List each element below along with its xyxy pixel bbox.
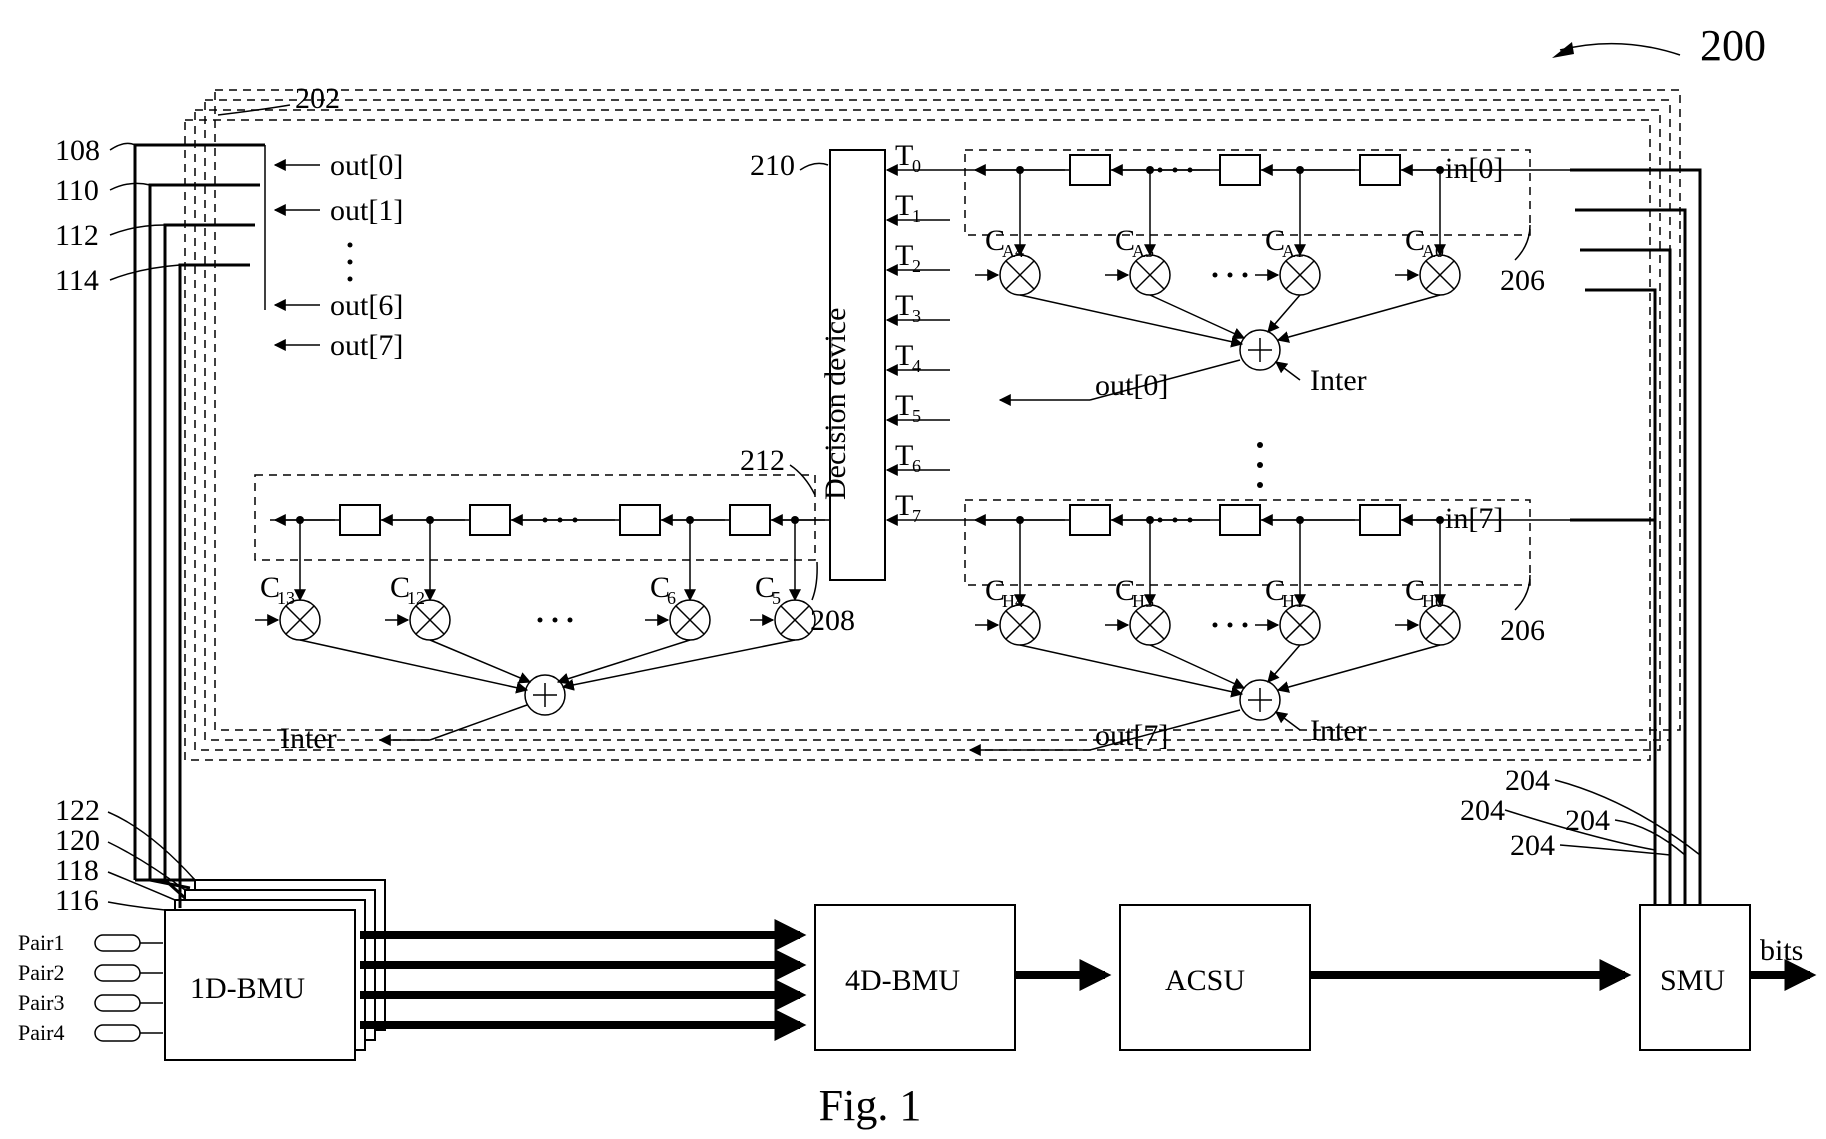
- pair1: Pair1: [18, 930, 64, 955]
- ref-206a: 206: [1500, 264, 1545, 297]
- ref-204-2: 204: [1510, 829, 1555, 862]
- t1: T: [895, 189, 913, 222]
- ref-110: 110: [55, 174, 99, 207]
- t7: T: [895, 489, 913, 522]
- pair3: Pair3: [18, 990, 64, 1015]
- ch0s: H0: [1422, 591, 1444, 611]
- ref-208: 208: [810, 604, 855, 637]
- inter-left: Inter: [280, 722, 337, 755]
- in7-label: in[7]: [1445, 502, 1503, 535]
- pair-inputs: Pair1 Pair2 Pair3 Pair4: [18, 930, 163, 1045]
- ref-204-4: 204: [1505, 764, 1550, 797]
- pair2: Pair2: [18, 960, 64, 985]
- t3: T: [895, 289, 913, 322]
- ref-108: 108: [55, 134, 100, 167]
- ref-204-3: 204: [1565, 804, 1610, 837]
- bmu4d-label: 4D-BMU: [845, 964, 960, 997]
- ca4s: A4: [1002, 241, 1024, 261]
- bb-block: C5 C6 C12 C13 Inter: [255, 475, 830, 755]
- c6s: 6: [667, 588, 676, 608]
- out7-label: out[7]: [330, 329, 403, 362]
- out7-inner: out[7]: [1095, 719, 1168, 752]
- t-arrows: T0 T1 T2 T3 T4 T5 T6 T7: [887, 139, 950, 526]
- refs-204: 204 204 204 204: [1460, 764, 1700, 862]
- out6-label: out[6]: [330, 289, 403, 322]
- pair4: Pair4: [18, 1020, 64, 1045]
- decision-label: Decision device: [819, 308, 852, 500]
- smu-label: SMU: [1660, 964, 1725, 997]
- t5s: 5: [912, 406, 921, 426]
- ref-206b: 206: [1500, 614, 1545, 647]
- diagram-canvas: 200 202 out[0] out[1] out[6] out[7] 108 …: [0, 0, 1826, 1139]
- ref-116: 116: [55, 884, 99, 917]
- t5: T: [895, 389, 913, 422]
- in0-label: in[0]: [1445, 152, 1503, 185]
- t2s: 2: [912, 256, 921, 276]
- ref-200-text: 200: [1700, 21, 1766, 70]
- bmu1d-label: 1D-BMU: [190, 972, 305, 1005]
- out1-label: out[1]: [330, 194, 403, 227]
- t0s: 0: [912, 156, 921, 176]
- ref-212: 212: [740, 444, 785, 477]
- bmu-to-4d: [360, 935, 800, 1025]
- feb-top: in[0] CA0 CA1 CA3 CA4: [950, 150, 1570, 402]
- t0: T: [895, 139, 913, 172]
- t1s: 1: [912, 206, 921, 226]
- decision-device: Decision device: [819, 150, 885, 580]
- t4s: 4: [912, 356, 921, 376]
- t7s: 7: [912, 506, 921, 526]
- inter-botR: Inter: [1310, 714, 1367, 747]
- bmu1d: 1D-BMU: [165, 880, 385, 1060]
- t6: T: [895, 439, 913, 472]
- ch4s: H4: [1002, 591, 1024, 611]
- ca0s: A0: [1422, 241, 1444, 261]
- c5s: 5: [772, 588, 781, 608]
- ca1s: A1: [1282, 241, 1304, 261]
- t6s: 6: [912, 456, 921, 476]
- out0-inner: out[0]: [1095, 369, 1168, 402]
- t2: T: [895, 239, 913, 272]
- ref-204-1: 204: [1460, 794, 1505, 827]
- bmu-refs: 122 120 118 116: [55, 794, 195, 917]
- ref-120: 120: [55, 824, 100, 857]
- in-bus: [1570, 170, 1700, 880]
- acsu-label: ACSU: [1165, 964, 1245, 997]
- t3s: 3: [912, 306, 921, 326]
- outbus-refs: 108 110 112 114: [55, 134, 180, 297]
- ref-114: 114: [55, 264, 99, 297]
- inter-top: Inter: [1310, 364, 1367, 397]
- out0-label: out[0]: [330, 149, 403, 182]
- ca3s: A3: [1132, 241, 1154, 261]
- feb-bot: in[7] CH0 CH1 CH3 CH4 Inter out[7]: [950, 500, 1570, 752]
- ref-202: 202: [295, 82, 340, 115]
- bits-label: bits: [1760, 934, 1803, 967]
- c13s: 13: [277, 588, 295, 608]
- ch1s: H1: [1282, 591, 1304, 611]
- ref-112: 112: [55, 219, 99, 252]
- c12s: 12: [407, 588, 425, 608]
- ref-122: 122: [55, 794, 100, 827]
- ch3s: H3: [1132, 591, 1154, 611]
- ref-210: 210: [750, 149, 795, 182]
- figure-label: Fig. 1: [819, 1081, 922, 1130]
- ref-118: 118: [55, 854, 99, 887]
- t4: T: [895, 339, 913, 372]
- ref-200: 200: [1552, 21, 1766, 70]
- stacked-panels: [185, 90, 1680, 760]
